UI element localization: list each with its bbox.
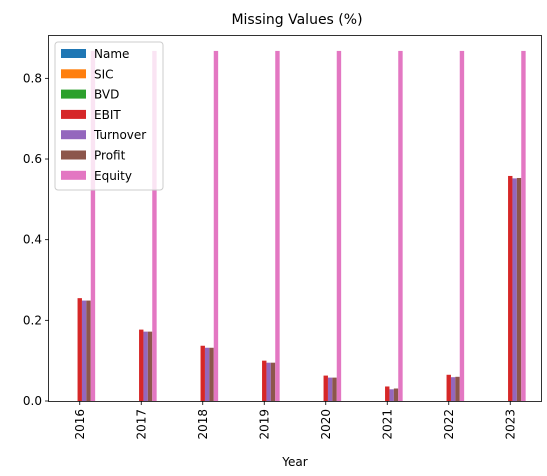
legend-label-profit: Profit [94, 149, 126, 163]
x-tick-label: 2023 [503, 409, 517, 440]
chart-title: Missing Values (%) [231, 12, 362, 28]
y-axis: 0.0 0.2 0.4 0.6 0.8 [23, 71, 49, 408]
y-tick-label: 0.0 [23, 394, 42, 408]
x-axis: 2016 2017 2018 2019 2020 2021 2022 2023 [73, 401, 517, 440]
bar-turnover-2023 [512, 178, 517, 401]
legend-label-bvd: BVD [94, 88, 119, 102]
legend-label-ebit: EBIT [94, 108, 121, 122]
legend-label-name: Name [94, 47, 129, 61]
x-tick-label: 2016 [73, 409, 87, 440]
bar-turnover-2022 [450, 377, 456, 401]
legend-swatch-bvd [61, 89, 86, 99]
bar-profit-2019 [270, 362, 276, 401]
x-tick-label: 2017 [134, 409, 148, 440]
bar-ebit-2019 [262, 360, 267, 401]
x-tick-label: 2018 [196, 409, 210, 440]
bar-turnover-2016 [81, 300, 87, 401]
x-tick-label: 2019 [257, 409, 271, 440]
bar-ebit-2023 [508, 175, 513, 401]
bar-equity-2021 [398, 50, 403, 402]
bar-profit-2021 [393, 388, 399, 401]
legend-label-sic: SIC [94, 67, 114, 81]
bar-profit-2016 [86, 300, 91, 401]
x-tick-label: 2020 [319, 409, 333, 440]
legend-swatch-sic [61, 69, 86, 79]
y-tick-label: 0.8 [23, 71, 42, 85]
y-tick-label: 0.4 [23, 233, 42, 247]
bars-group [77, 50, 526, 402]
bar-profit-2020 [332, 377, 337, 401]
legend-swatch-ebit [61, 109, 86, 119]
legend-swatch-turnover [61, 130, 86, 140]
bar-equity-2017 [152, 50, 157, 402]
legend-swatch-name [61, 49, 86, 58]
bar-equity-2020 [336, 50, 342, 402]
bar-profit-2022 [455, 376, 460, 401]
bar-ebit-2021 [385, 386, 390, 401]
bar-equity-2019 [275, 50, 280, 402]
bar-turnover-2020 [327, 377, 333, 401]
bar-turnover-2017 [143, 331, 148, 401]
y-tick-label: 0.2 [23, 313, 42, 327]
plot-frame [48, 35, 542, 402]
legend-label-equity: Equity [94, 169, 132, 183]
bar-equity-2018 [213, 50, 219, 402]
legend: Name SIC BVD EBIT Turnover Profit Equity [54, 41, 164, 191]
bar-profit-2023 [516, 177, 522, 401]
bar-ebit-2020 [323, 375, 328, 401]
y-tick-label: 0.6 [23, 152, 42, 166]
x-tick-label: 2021 [380, 409, 394, 440]
bar-turnover-2019 [266, 362, 271, 401]
bar-profit-2017 [147, 331, 153, 401]
bar-ebit-2022 [446, 374, 451, 401]
bar-equity-2022 [459, 50, 465, 402]
legend-label-turnover: Turnover [93, 128, 146, 142]
bar-ebit-2016 [77, 298, 82, 401]
legend-swatch-equity [61, 170, 86, 180]
bar-equity-2023 [521, 50, 526, 402]
bar-turnover-2018 [204, 347, 210, 401]
bar-ebit-2017 [139, 329, 144, 401]
bar-ebit-2018 [200, 345, 205, 401]
bar-equity-2016 [90, 50, 96, 402]
legend-swatch-profit [61, 150, 86, 160]
x-axis-label: Year [281, 455, 307, 469]
bar-profit-2018 [209, 347, 214, 401]
x-tick-label: 2022 [442, 409, 456, 440]
bar-turnover-2021 [389, 389, 394, 401]
